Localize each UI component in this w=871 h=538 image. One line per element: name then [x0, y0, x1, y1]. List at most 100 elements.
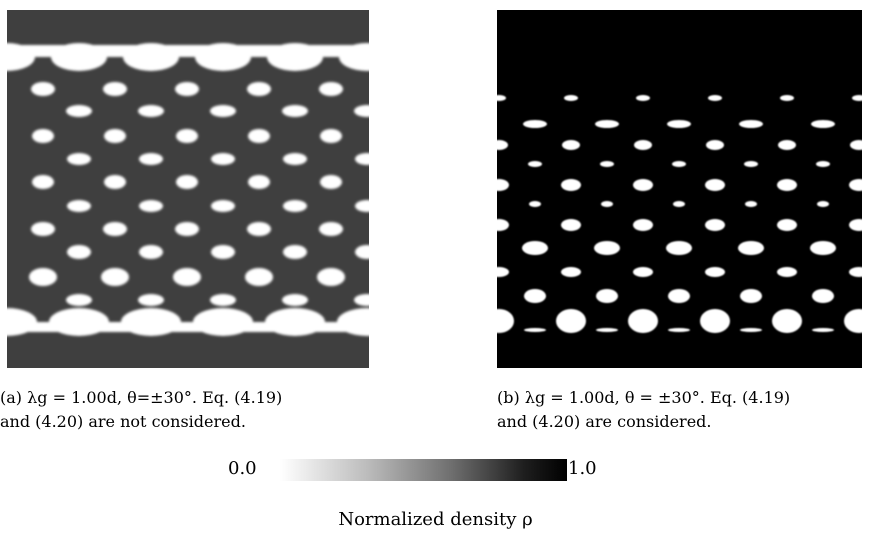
panel-b-void-hole [633, 179, 653, 191]
panel-a-void-hole [31, 222, 55, 236]
panel-a-void-hole [103, 82, 127, 96]
panel-a-void-hole [139, 200, 163, 212]
panel-b-void-hole [668, 328, 690, 332]
panel-a-bottom-bump [7, 308, 37, 336]
panel-a-void-hole [247, 222, 271, 236]
panel-b-void-hole [628, 309, 658, 333]
colorbar-title: Normalized density ρ [338, 509, 533, 530]
panel-b-void-hole [633, 219, 653, 231]
panel-a-bottom-band [7, 322, 369, 332]
panel-b-void-hole [740, 328, 762, 332]
panel-a-void-hole [210, 294, 236, 306]
panel-a-void-hole [320, 129, 342, 143]
panel-a-top-bump [267, 43, 323, 71]
panel-b-void-hole [497, 219, 509, 231]
panel-a-void-hole [104, 175, 126, 189]
panel-b-void-hole [812, 289, 834, 303]
panel-b-void-hole [812, 328, 834, 332]
panel-a-void-features [7, 43, 369, 336]
panel-b-void-hole [739, 120, 763, 128]
panel-a-void-hole [66, 105, 92, 117]
panel-a-void-hole [355, 245, 369, 259]
panel-b-void-hole [738, 241, 764, 255]
panel-a-top-bump [51, 43, 107, 71]
panel-b-void-hole [556, 309, 586, 333]
panel-a-top-bump [195, 43, 251, 71]
panel-b-void-hole [817, 201, 829, 207]
panel-b-void-hole [523, 120, 547, 128]
panel-b-void-hole [705, 179, 725, 191]
panel-b-void-hole [708, 95, 722, 101]
panel-b-void-hole [596, 289, 618, 303]
panel-b-void-hole [706, 140, 724, 150]
panel-a-void-hole [32, 129, 54, 143]
panel-a-void-hole [211, 153, 235, 165]
panel-b-void-hole [497, 179, 509, 191]
density-map-panel-b [497, 10, 862, 368]
panel-a-void-hole [29, 268, 57, 286]
panel-a-void-hole [104, 129, 126, 143]
panel-b-void-hole [672, 161, 686, 167]
colorbar: 0.0 1.0 [0, 455, 871, 485]
panel-b-void-hole [636, 95, 650, 101]
panel-a-void-hole [176, 129, 198, 143]
panel-b-void-hole [705, 219, 725, 231]
panel-b-void-hole [633, 267, 653, 277]
panel-b-void-hole [844, 309, 862, 333]
panel-a-void-hole [175, 82, 199, 96]
panel-b-void-hole [600, 161, 614, 167]
caption-b-line1: (b) λg = 1.00d, θ = ±30°. Eq. (4.19) [497, 388, 791, 407]
panel-a-void-hole [67, 153, 91, 165]
panel-a-void-hole [247, 82, 271, 96]
panel-a-void-hole [210, 105, 236, 117]
panel-b-void-hole [849, 267, 862, 277]
panel-a-void-hole [248, 175, 270, 189]
panel-b-void-hole [528, 161, 542, 167]
panel-b-void-hole [816, 161, 830, 167]
panel-b-void-hole [561, 219, 581, 231]
panel-b-void-hole [601, 201, 613, 207]
colorbar-gradient [280, 459, 567, 481]
panel-a-void-hole [319, 82, 343, 96]
panel-a-void-hole [139, 153, 163, 165]
panel-b-void-hole [849, 219, 862, 231]
panel-a-void-hole [139, 245, 163, 259]
panel-a-void-hole [355, 153, 369, 165]
panel-b-void-hole [666, 241, 692, 255]
panel-b-void-hole [497, 95, 506, 101]
panel-b-void-hole [529, 201, 541, 207]
panel-a-void-hole [283, 200, 307, 212]
panel-b-void-hole [811, 120, 835, 128]
panel-b-void-hole [667, 120, 691, 128]
panel-a-void-hole [67, 200, 91, 212]
panel-a-void-hole [176, 175, 198, 189]
colorbar-max-label: 1.0 [568, 458, 597, 479]
panel-a-void-hole [282, 294, 308, 306]
panel-b-void-hole [772, 309, 802, 333]
panel-b-void-hole [497, 140, 508, 150]
panel-b-void-hole [562, 140, 580, 150]
panel-b-void-hole [594, 241, 620, 255]
panel-b-void-hole [673, 201, 685, 207]
panel-a-void-hole [320, 175, 342, 189]
panel-b-void-hole [524, 289, 546, 303]
panel-b-void-hole [561, 179, 581, 191]
panel-a-void-hole [138, 105, 164, 117]
panel-a-void-hole [175, 222, 199, 236]
density-map-panel-a [7, 10, 369, 368]
panel-a-void-hole [138, 294, 164, 306]
panel-a-void-hole [248, 129, 270, 143]
panel-b-void-hole [596, 328, 618, 332]
panel-a-void-hole [317, 268, 345, 286]
panel-b-void-hole [497, 309, 514, 333]
panel-b-void-hole [780, 95, 794, 101]
panel-a-void-hole [355, 200, 369, 212]
panel-a-top-bump [123, 43, 179, 71]
panel-b-void-hole [778, 140, 796, 150]
panel-b-void-hole [700, 309, 730, 333]
panel-b-void-hole [740, 289, 762, 303]
panel-a-void-hole [354, 105, 369, 117]
panel-a-bottom-bump [193, 308, 253, 336]
panel-a-top-bump [339, 43, 369, 71]
panel-a-void-hole [31, 82, 55, 96]
